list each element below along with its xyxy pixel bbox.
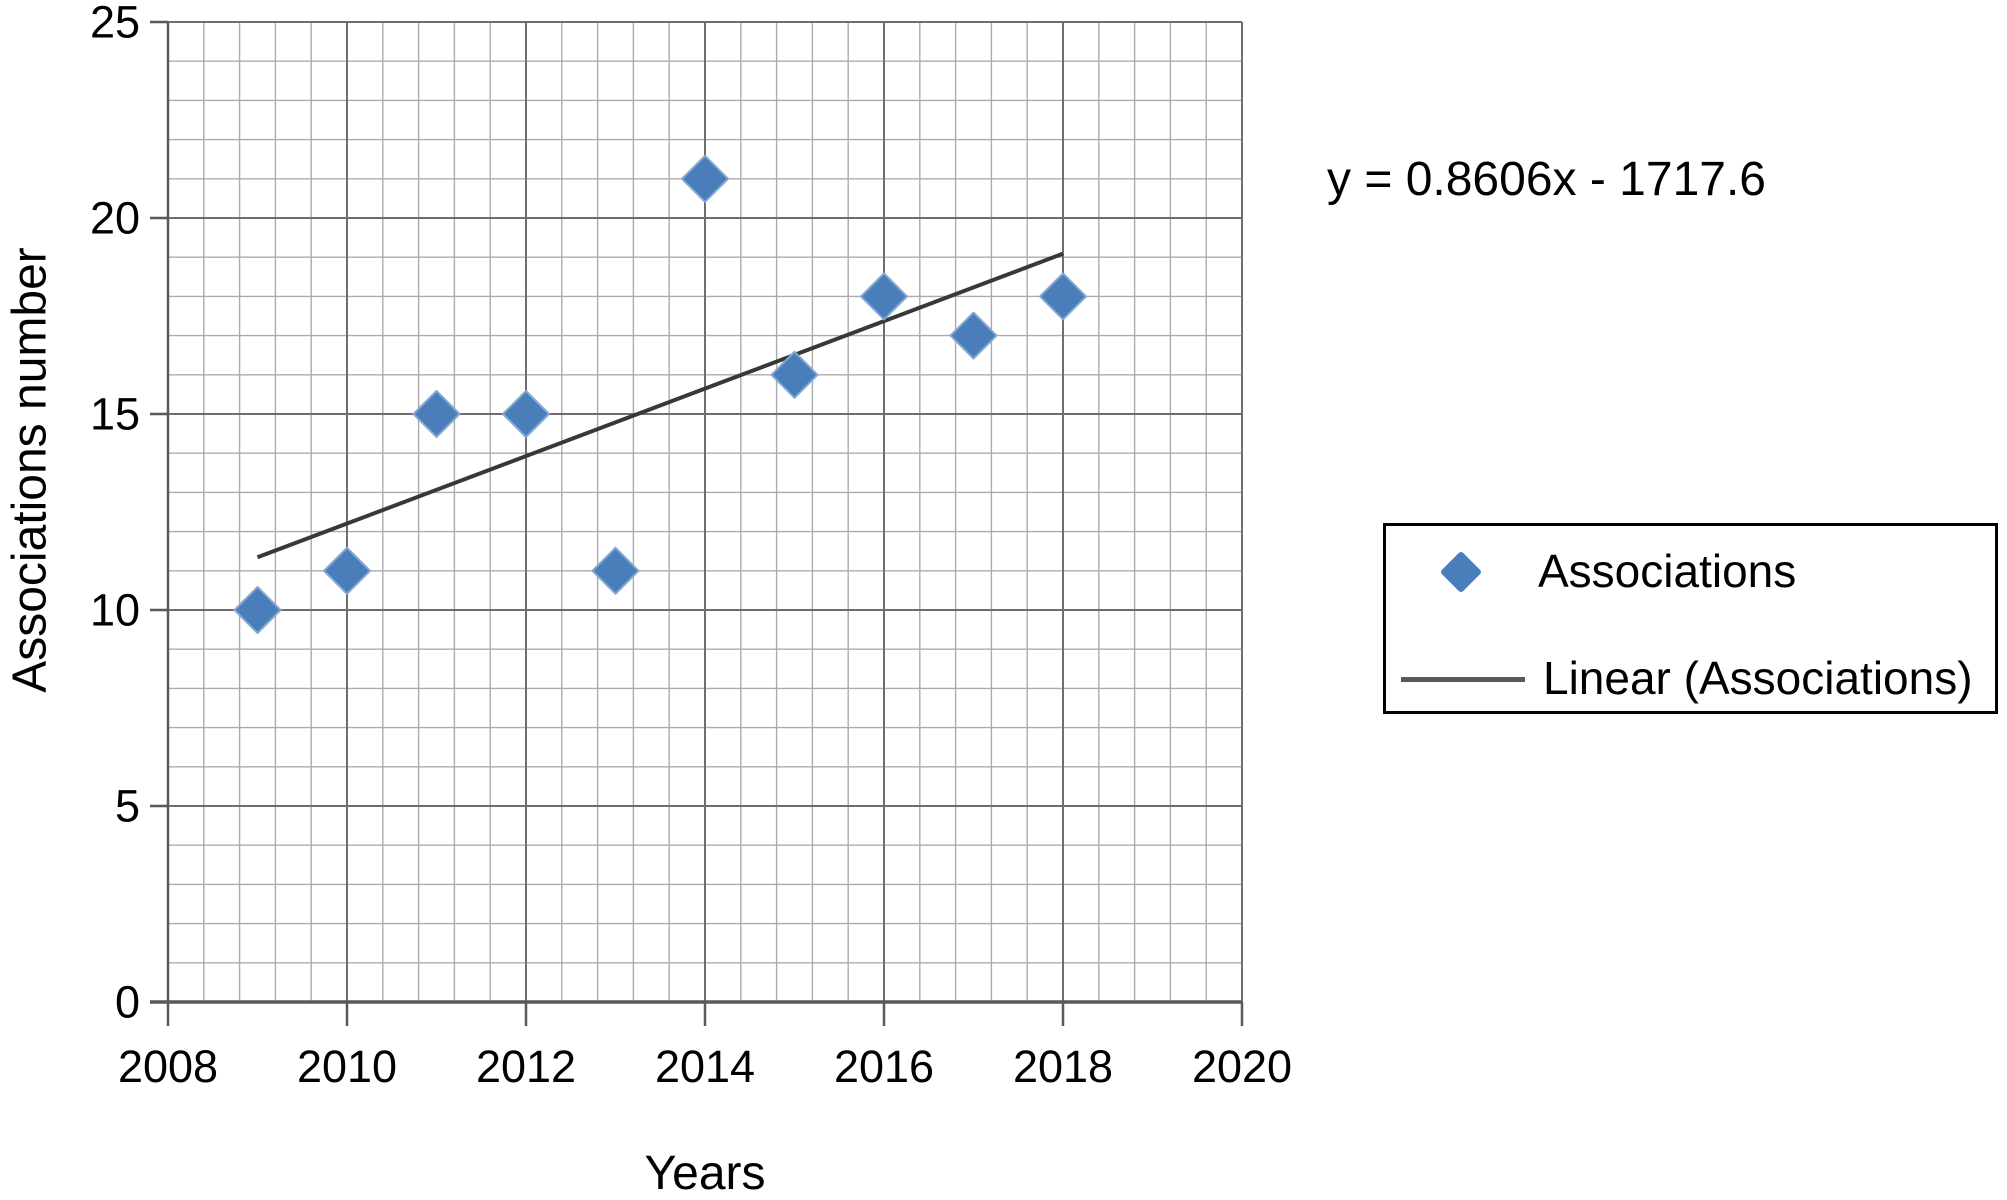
x-tick-label: 2018 [1012, 1041, 1114, 1092]
data-point-diamond [949, 311, 998, 360]
data-point-diamond [502, 390, 550, 438]
trendline-sample-icon [1401, 677, 1525, 682]
y-tick-label: 5 [114, 780, 140, 832]
data-point-diamond [323, 546, 371, 595]
data-point-diamond [233, 586, 282, 634]
x-tick-label: 2016 [833, 1041, 935, 1092]
trendline-equation-label: y = 0.8606x - 1717.6 [1327, 153, 1766, 206]
y-tick-label: 15 [89, 388, 140, 440]
associations-marker-icon [1439, 550, 1483, 594]
x-tick-label: 2010 [296, 1041, 398, 1092]
y-tick-label: 0 [114, 976, 140, 1028]
data-point-diamond [412, 390, 461, 438]
trendline [256, 251, 1064, 560]
legend: Associations Linear (Associations) [1383, 523, 1998, 714]
data-point-diamond [1039, 272, 1087, 321]
x-tick-label: 2012 [475, 1041, 577, 1092]
data-point-diamond [860, 272, 908, 321]
legend-label-linear: Linear (Associations) [1543, 652, 1973, 704]
legend-label-associations: Associations [1538, 545, 1797, 597]
y-axis-title: Associations number [3, 247, 57, 693]
y-tick-label: 10 [89, 584, 140, 636]
data-point-diamond [591, 546, 640, 595]
x-tick-label: 2020 [1191, 1041, 1293, 1092]
x-axis-title: Years [644, 1147, 766, 1200]
x-tick-label: 2008 [117, 1041, 219, 1092]
y-tick-label: 20 [89, 192, 140, 244]
x-tick-label: 2014 [654, 1041, 756, 1092]
data-point-diamond [770, 350, 819, 399]
data-point-diamond [681, 154, 729, 203]
y-tick-label: 25 [89, 0, 140, 48]
